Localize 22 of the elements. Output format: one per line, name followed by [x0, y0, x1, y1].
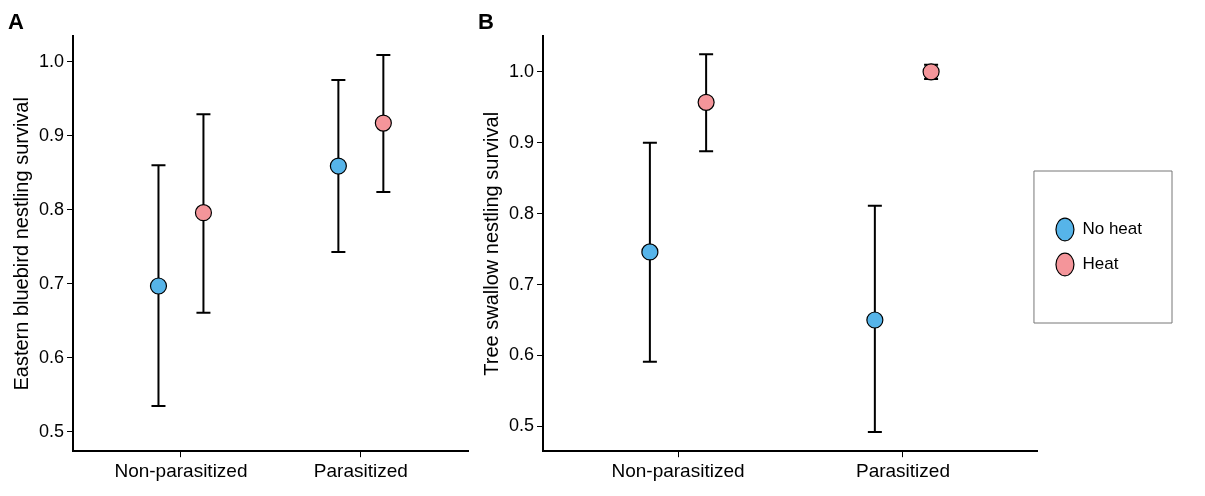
y-tick-label: 0.8 [508, 202, 535, 223]
y-tick-label: 1.0 [508, 60, 535, 81]
legend-label: Heat [1082, 254, 1119, 274]
y-axis-title: Eastern bluebird nestling survival [9, 97, 32, 391]
chart-title: A [8, 9, 24, 35]
chart-title: B [478, 9, 494, 35]
y-tick-label: 0.8 [38, 198, 65, 219]
x-tick-label: Non-parasitized [611, 459, 745, 481]
x-tick-label: Parasitized [313, 459, 408, 481]
y-tick-label: 0.6 [508, 344, 535, 365]
x-tick-label: Parasitized [855, 459, 950, 481]
y-tick-label: 0.6 [38, 346, 65, 367]
y-tick-label: 0.5 [38, 420, 65, 441]
y-tick-label: 0.9 [38, 124, 65, 145]
y-tick-label: 0.5 [508, 415, 535, 436]
y-tick-label: 0.7 [508, 273, 535, 294]
y-tick-label: 1.0 [38, 50, 65, 71]
y-tick-label: 0.7 [38, 272, 65, 293]
y-axis-title: Tree swallow nestling survival [479, 111, 502, 376]
x-tick-label: Non-parasitized [114, 459, 248, 481]
legend-label: No heat [1082, 219, 1143, 239]
y-tick-label: 0.9 [508, 131, 535, 152]
